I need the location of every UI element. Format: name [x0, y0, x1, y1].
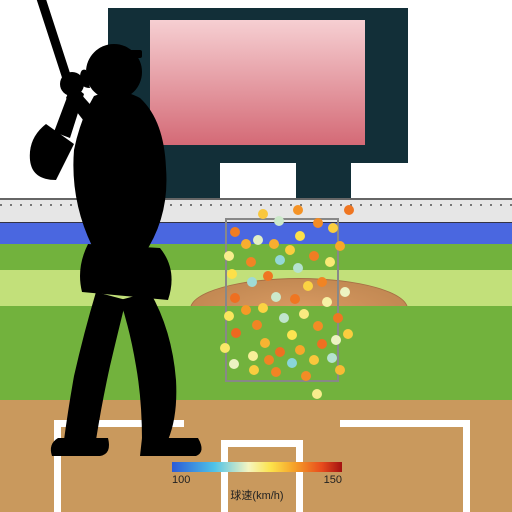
pitch-marker — [309, 251, 319, 261]
pitch-marker — [333, 313, 343, 323]
pitch-marker — [285, 245, 295, 255]
batter-silhouette — [0, 0, 260, 470]
pitch-marker — [275, 255, 285, 265]
pitch-marker — [269, 239, 279, 249]
colorbar-legend: 100 150 球速(km/h) — [172, 462, 342, 503]
pitch-marker — [303, 281, 313, 291]
pitch-marker — [274, 216, 284, 226]
pitch-marker — [287, 358, 297, 368]
pitch-marker — [343, 329, 353, 339]
pitch-marker — [301, 371, 311, 381]
pitch-marker — [264, 355, 274, 365]
pitch-marker — [335, 241, 345, 251]
pitch-marker — [344, 205, 354, 215]
pitch-marker — [290, 294, 300, 304]
pitch-marker — [279, 313, 289, 323]
pitch-marker — [312, 389, 322, 399]
pitch-marker — [325, 257, 335, 267]
colorbar-label: 球速(km/h) — [172, 487, 342, 503]
pitch-marker — [335, 365, 345, 375]
pitch-marker — [340, 287, 350, 297]
pitch-marker — [328, 223, 338, 233]
pitch-marker — [327, 353, 337, 363]
pitch-marker — [275, 347, 285, 357]
pitch-marker — [287, 330, 297, 340]
pitch-marker — [295, 345, 305, 355]
colorbar-tick: 100 — [172, 474, 190, 486]
pitch-marker — [313, 218, 323, 228]
pitch-marker — [271, 292, 281, 302]
pitch-marker — [293, 263, 303, 273]
pitch-marker — [295, 231, 305, 241]
pitch-marker — [322, 297, 332, 307]
pitch-marker — [260, 338, 270, 348]
pitch-marker — [331, 335, 341, 345]
pitch-marker — [299, 309, 309, 319]
pitch-marker — [293, 205, 303, 215]
pitch-marker — [317, 339, 327, 349]
pitch-marker — [263, 271, 273, 281]
colorbar-tick: 150 — [324, 474, 342, 486]
pitch-marker — [309, 355, 319, 365]
pitch-marker — [317, 277, 327, 287]
colorbar-gradient — [172, 462, 342, 472]
pitch-marker — [313, 321, 323, 331]
pitch-marker — [271, 367, 281, 377]
